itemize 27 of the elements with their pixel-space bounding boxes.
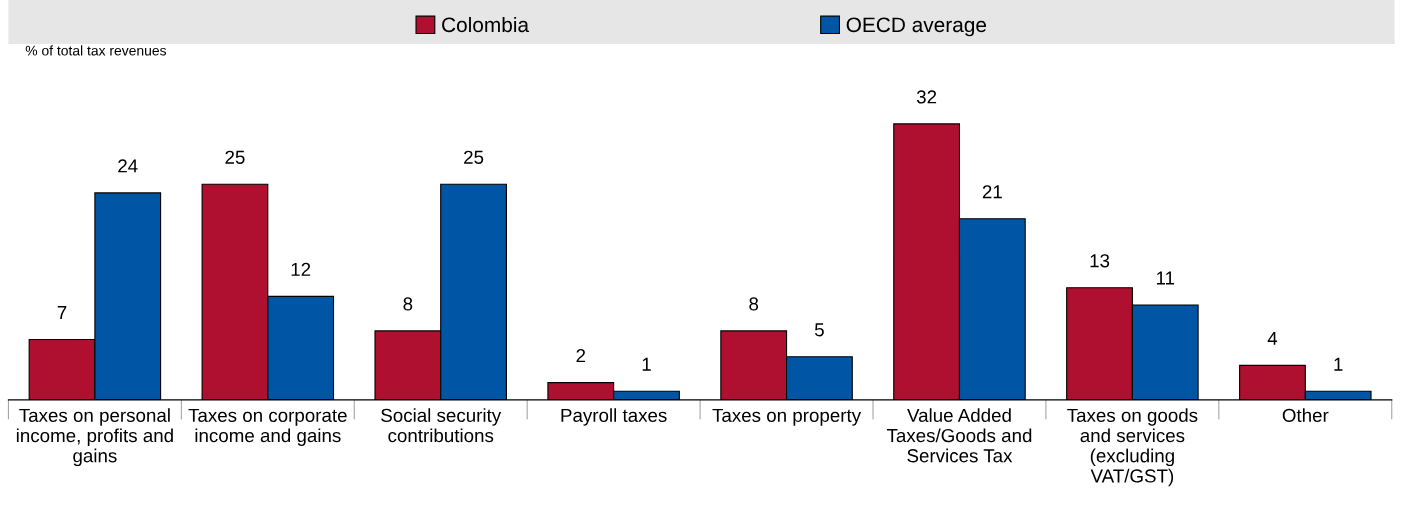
x-tick-label: Payroll taxes: [561, 408, 667, 426]
x-tick-label: Taxes on goods and services (excluding VAT/GST): [1067, 408, 1198, 487]
data-label: 24: [118, 159, 138, 173]
x-tick-label: Social security contributions: [381, 408, 502, 443]
data-label: 5: [814, 323, 824, 337]
data-label: 2: [576, 349, 586, 363]
x-tick-label: Other: [1282, 408, 1329, 422]
x-tick-label: Taxes on personal income, profits and gains: [16, 408, 173, 467]
legend-label: Colombia: [442, 16, 530, 33]
data-label: 1: [1334, 357, 1343, 371]
data-label: 25: [225, 150, 245, 164]
legend-label: OECD average: [846, 17, 987, 37]
data-label: 8: [403, 297, 413, 311]
data-label: 13: [1090, 254, 1110, 268]
data-label: 8: [749, 297, 759, 311]
data-label: 7: [57, 306, 67, 319]
x-tick-label: Value Added Taxes/Goods and Services Tax: [886, 408, 1032, 463]
data-label: 4: [1267, 331, 1278, 345]
x-tick-label: Taxes on property: [712, 408, 862, 426]
data-label: 21: [982, 185, 1002, 199]
data-label: 25: [464, 150, 484, 164]
x-tick-label: Taxes on corporate income and gains: [188, 408, 347, 446]
y-axis-title: % of total tax revenues: [25, 45, 167, 56]
data-label: 11: [1156, 271, 1175, 285]
data-label: 12: [291, 262, 311, 276]
data-label: 1: [642, 357, 651, 371]
data-label: 32: [916, 90, 937, 104]
